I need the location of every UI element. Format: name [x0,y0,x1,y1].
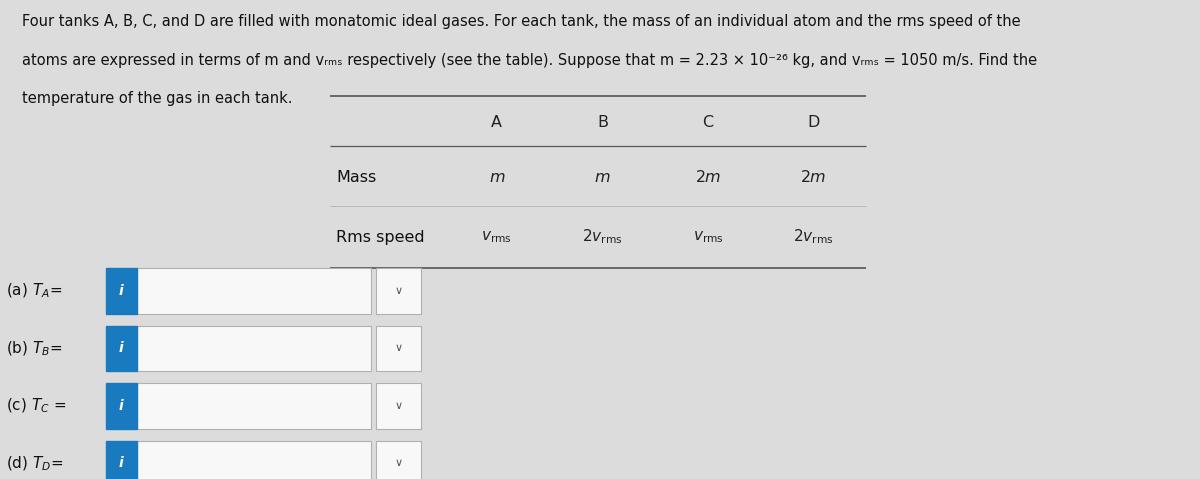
Text: i: i [119,456,124,470]
Text: D: D [808,114,820,130]
Text: (c) $T_C$ =: (c) $T_C$ = [6,397,66,415]
Text: $2v_{\rm rms}$: $2v_{\rm rms}$ [582,228,623,247]
FancyBboxPatch shape [137,441,371,479]
Text: ∨: ∨ [395,286,402,296]
Text: ∨: ∨ [395,458,402,468]
FancyBboxPatch shape [106,441,137,479]
Text: i: i [119,399,124,413]
Text: temperature of the gas in each tank.: temperature of the gas in each tank. [22,91,292,106]
Text: i: i [119,284,124,298]
FancyBboxPatch shape [137,383,371,429]
Text: atoms are expressed in terms of m and vᵣₘₛ respectively (see the table). Suppose: atoms are expressed in terms of m and vᵣ… [22,53,1037,68]
FancyBboxPatch shape [376,383,421,429]
FancyBboxPatch shape [106,268,137,314]
FancyBboxPatch shape [376,326,421,371]
Text: $2m$: $2m$ [800,169,827,185]
Text: Rms speed: Rms speed [336,229,425,245]
Text: ∨: ∨ [395,343,402,354]
FancyBboxPatch shape [106,383,137,429]
Text: B: B [596,114,608,130]
Text: (b) $T_B$=: (b) $T_B$= [6,339,62,358]
Text: $v_{\rm rms}$: $v_{\rm rms}$ [481,229,512,245]
Text: Mass: Mass [336,170,377,185]
Text: $m$: $m$ [488,170,505,185]
Text: Four tanks A, B, C, and D are filled with monatomic ideal gases. For each tank, : Four tanks A, B, C, and D are filled wit… [22,14,1020,29]
Text: $m$: $m$ [594,170,611,185]
FancyBboxPatch shape [106,326,137,371]
Text: ∨: ∨ [395,401,402,411]
Text: $v_{\rm rms}$: $v_{\rm rms}$ [692,229,724,245]
Text: $2v_{\rm rms}$: $2v_{\rm rms}$ [793,228,834,247]
Text: A: A [491,114,503,130]
Text: $2m$: $2m$ [695,169,721,185]
Text: i: i [119,342,124,355]
FancyBboxPatch shape [376,268,421,314]
FancyBboxPatch shape [376,441,421,479]
FancyBboxPatch shape [137,326,371,371]
Text: (a) $T_A$=: (a) $T_A$= [6,282,62,300]
Text: C: C [702,114,714,130]
FancyBboxPatch shape [137,268,371,314]
Text: (d) $T_D$=: (d) $T_D$= [6,454,64,473]
